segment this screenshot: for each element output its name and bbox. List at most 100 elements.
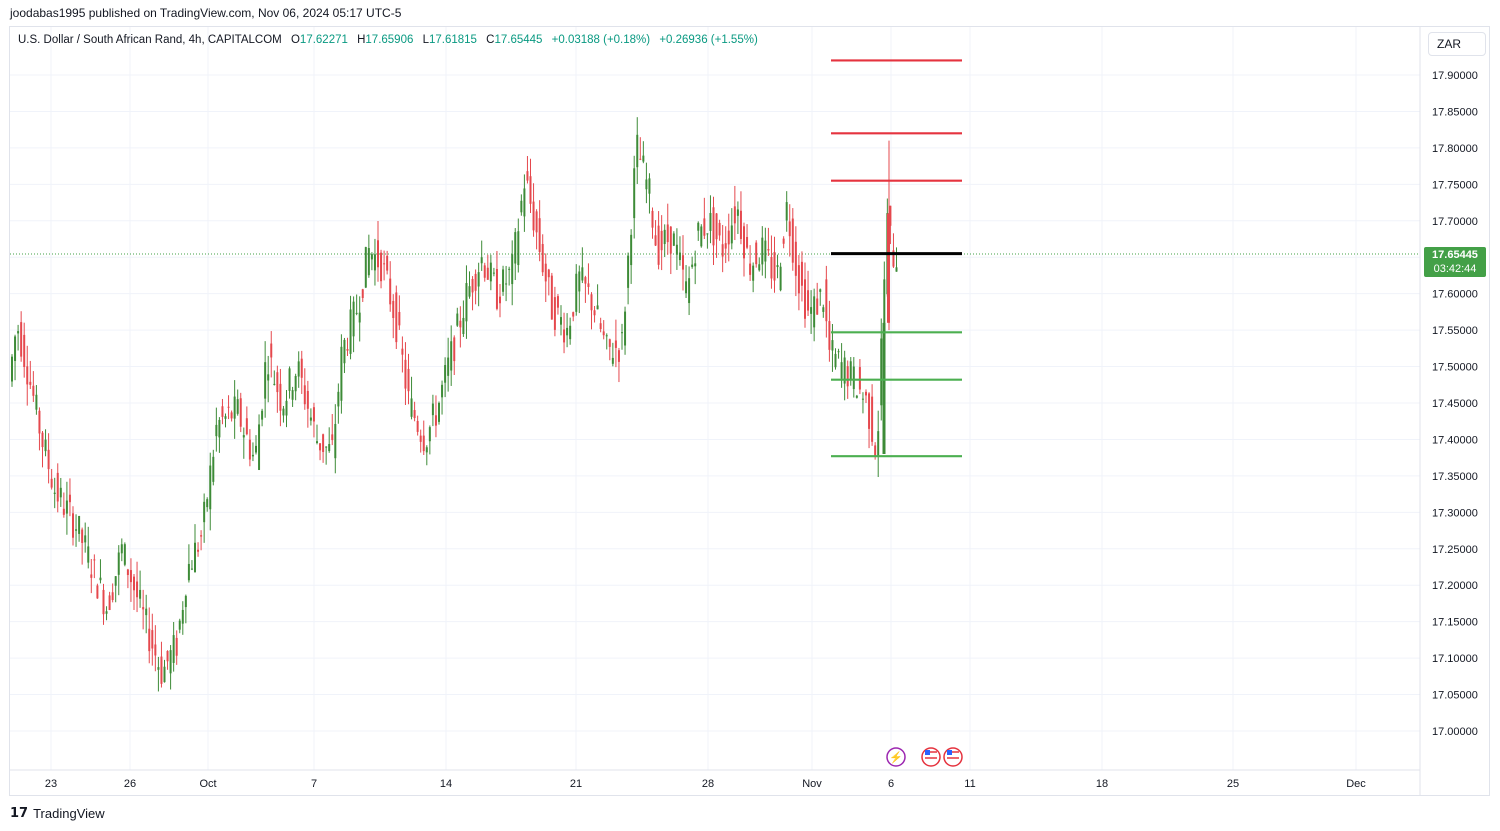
candle-body [553, 297, 556, 330]
y-tick-label: 17.30000 [1432, 507, 1478, 519]
candle-body [831, 340, 834, 351]
candle-body [611, 357, 614, 364]
candle-body [72, 513, 74, 538]
open-value: 17.62271 [299, 34, 348, 46]
candle-body [465, 283, 468, 322]
candle-body [502, 269, 505, 292]
candle-body [297, 361, 300, 377]
last-price-tag: 17.65445 03:42:44 [1424, 247, 1486, 277]
lightning-glyph-icon: ⚡ [889, 751, 903, 764]
candle-body [239, 398, 242, 427]
flag-canton [925, 750, 930, 755]
chart-frame [9, 26, 1490, 796]
candle-body [752, 265, 755, 281]
brand-label: TradingView [33, 806, 105, 821]
candle-body [633, 168, 636, 219]
currency-button[interactable]: ZAR [1428, 32, 1486, 56]
candle-body [224, 416, 227, 419]
candle-body [373, 254, 376, 271]
candle-body [197, 549, 200, 552]
candle-body [639, 158, 642, 160]
candle-body [258, 424, 261, 470]
candle-body [328, 444, 331, 451]
candle-body [514, 232, 517, 264]
candle-body [511, 254, 514, 285]
candle-body [108, 595, 111, 611]
candle-body [41, 432, 44, 448]
candle-body [794, 241, 797, 276]
candle-body [285, 400, 288, 416]
candle-body [871, 396, 874, 442]
candle-body [715, 213, 718, 240]
candle-body [111, 592, 114, 601]
candle-body [377, 240, 379, 268]
candle-body [175, 637, 178, 656]
candle-body [843, 357, 846, 384]
symbol-label: U.S. Dollar / South African Rand, 4h, CA… [18, 34, 282, 46]
y-tick-label: 17.90000 [1432, 70, 1478, 82]
candle-body [602, 331, 605, 336]
candle-body [87, 546, 90, 563]
x-tick-label: 28 [702, 778, 714, 790]
candle-body [846, 366, 849, 387]
candle-body [340, 346, 343, 401]
candle-body [858, 367, 861, 390]
candle-body [813, 296, 816, 328]
candle-body [773, 252, 776, 281]
candle-body [267, 374, 270, 381]
candle-body [782, 238, 785, 244]
candle-body [434, 415, 437, 426]
candle-body [422, 435, 425, 452]
candle-body [724, 243, 727, 249]
candle-body [142, 607, 145, 610]
candle-body [800, 261, 803, 286]
candle-body [273, 383, 276, 385]
x-tick-label: 7 [311, 778, 317, 790]
candle-body [395, 292, 398, 343]
candle-body [90, 574, 93, 578]
candle-body [392, 300, 395, 318]
candle-body [160, 656, 163, 684]
candle-body [868, 393, 871, 429]
candle-body [706, 233, 709, 235]
candle-body [572, 312, 575, 317]
tradingview-logo[interactable]: 17 TradingView [10, 806, 105, 821]
change2-value: +0.26936 (+1.55%) [659, 34, 758, 46]
candle-body [331, 434, 334, 441]
candle-body [361, 289, 364, 299]
candle-body [544, 263, 547, 282]
published-header: joodabas1995 published on TradingView.co… [10, 6, 402, 20]
us-flag-event-icon [921, 747, 941, 767]
candle-body [733, 206, 736, 224]
change-value: +0.03188 (+0.18%) [551, 34, 651, 46]
candle-body [386, 255, 389, 271]
candle-body [807, 290, 810, 311]
candle-body [785, 202, 788, 221]
candle-body [319, 443, 322, 451]
candle-body [96, 585, 99, 599]
y-tick-label: 17.60000 [1432, 289, 1478, 301]
candle-body [300, 358, 303, 378]
candle-body [68, 494, 71, 503]
candle-body [428, 427, 431, 442]
candle-body [62, 508, 65, 515]
candle-body [294, 375, 297, 392]
candle-body [648, 178, 651, 194]
candle-body [227, 406, 230, 408]
candle-body [480, 257, 483, 264]
x-tick-label: Nov [802, 778, 822, 790]
candle-body [334, 423, 337, 459]
candle-body [483, 265, 486, 278]
chart-legend: U.S. Dollar / South African Rand, 4h, CA… [18, 34, 758, 46]
y-tick-label: 17.35000 [1432, 471, 1478, 483]
candle-body [721, 244, 724, 257]
candle-body [865, 391, 867, 396]
y-tick-label: 17.50000 [1432, 362, 1478, 374]
candle-body [477, 272, 480, 287]
y-tick-label: 17.15000 [1432, 617, 1478, 629]
candle-body [50, 478, 53, 488]
candle-body [822, 307, 825, 312]
candle-body [861, 398, 864, 400]
candle-body [26, 366, 29, 385]
